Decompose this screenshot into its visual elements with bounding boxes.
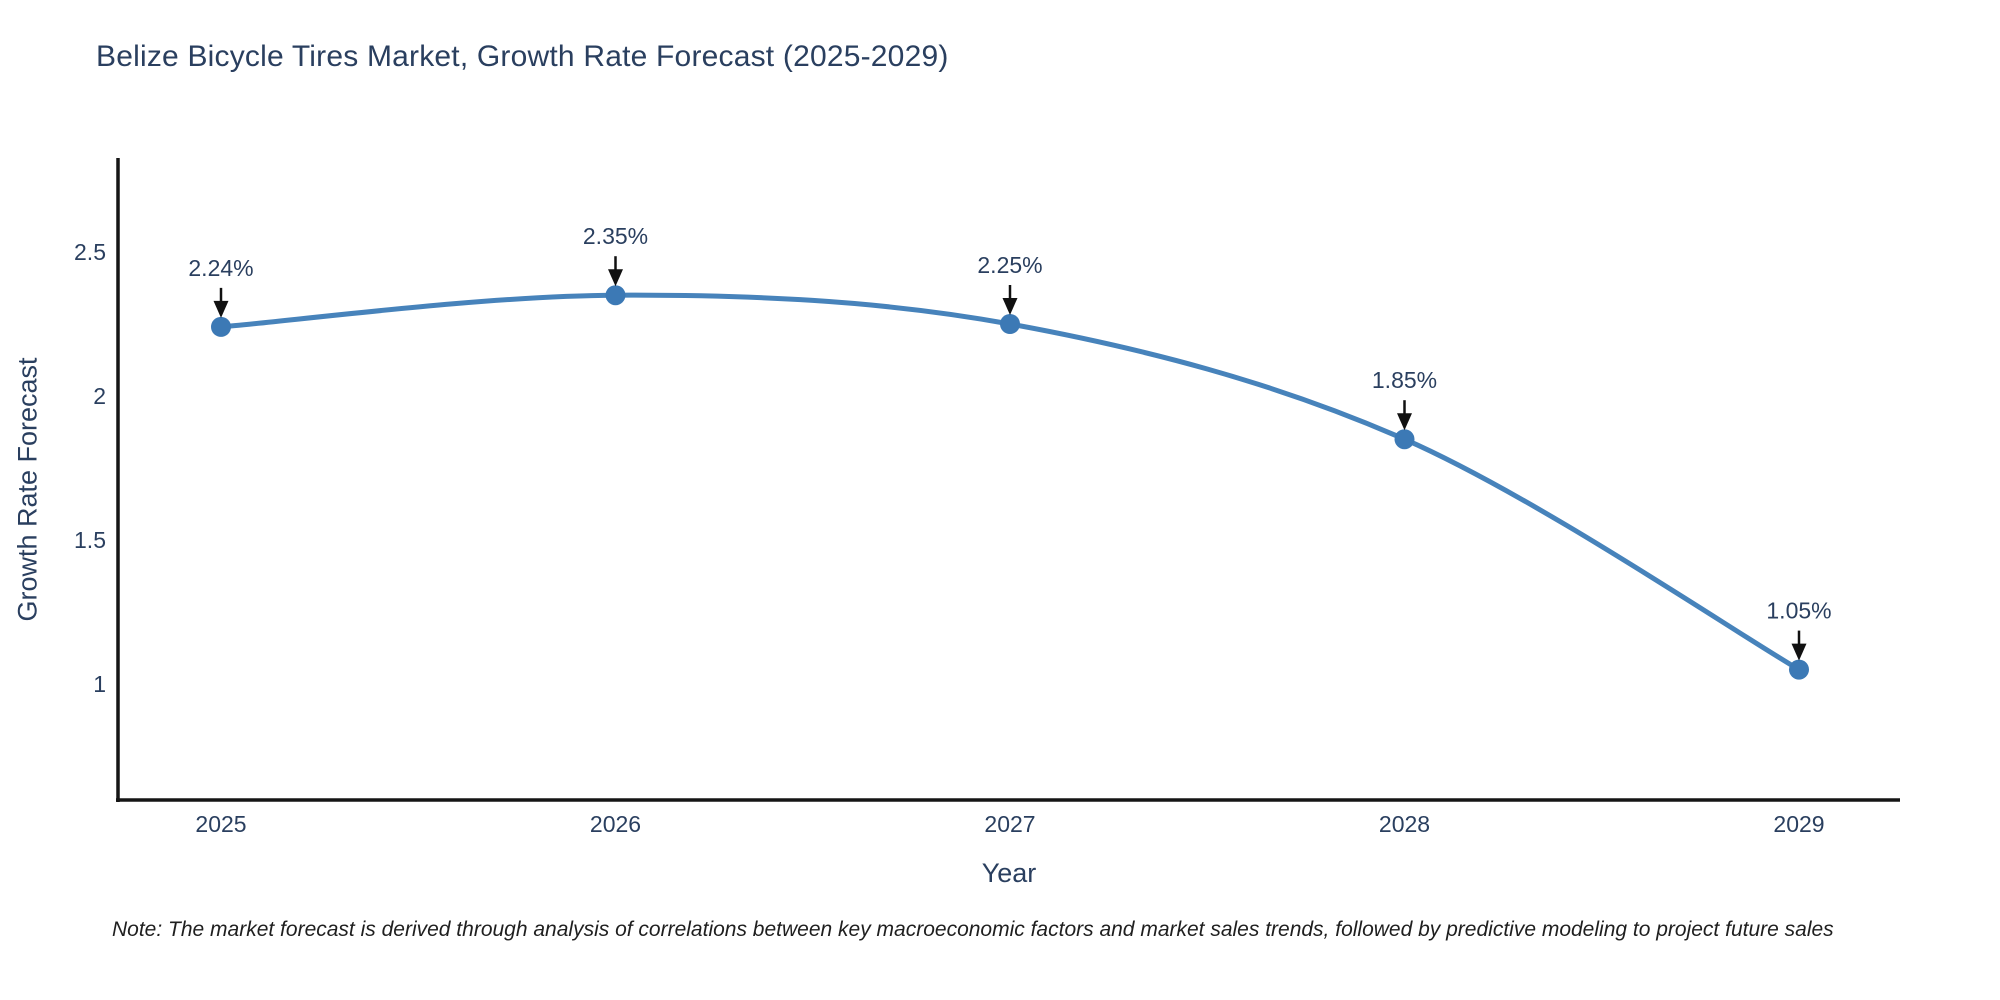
annotation-arrow-head bbox=[608, 269, 623, 287]
y-tick-label: 1.5 bbox=[74, 527, 106, 553]
tick-labels: 1 1.5 2 2.5 2025 2026 2027 2028 2029 bbox=[74, 239, 1825, 837]
point-label: 1.05% bbox=[1766, 598, 1831, 624]
x-tick-label: 2028 bbox=[1379, 811, 1430, 837]
y-axis-title: Growth Rate Forecast bbox=[12, 357, 43, 622]
data-point-marker bbox=[1789, 659, 1809, 680]
y-tick-label: 1 bbox=[93, 671, 106, 697]
axes bbox=[116, 158, 1900, 802]
annotation-arrow-head bbox=[1397, 413, 1412, 431]
point-label: 2.35% bbox=[583, 223, 648, 249]
growth-rate-line bbox=[218, 292, 1802, 673]
x-tick-label: 2027 bbox=[984, 811, 1035, 837]
data-point-marker bbox=[1000, 314, 1020, 334]
series-growth-rate bbox=[211, 285, 1809, 680]
data-point-marker bbox=[1394, 429, 1415, 450]
annotation-arrow-head bbox=[213, 300, 229, 318]
point-label: 1.85% bbox=[1372, 367, 1437, 393]
annotation-arrow-head bbox=[1002, 298, 1018, 315]
footnote: Note: The market forecast is derived thr… bbox=[112, 918, 1834, 941]
annotation-arrow-head bbox=[1791, 643, 1807, 661]
y-tick-label: 2.5 bbox=[74, 239, 106, 265]
x-tick-label: 2025 bbox=[195, 811, 246, 837]
point-label: 2.25% bbox=[977, 252, 1042, 278]
x-tick-label: 2026 bbox=[590, 811, 641, 837]
x-tick-label: 2029 bbox=[1773, 811, 1824, 837]
data-point-marker bbox=[605, 285, 626, 306]
chart-title: Belize Bicycle Tires Market, Growth Rate… bbox=[96, 40, 949, 73]
x-axis-title: Year bbox=[981, 858, 1037, 888]
y-tick-label: 2 bbox=[93, 383, 106, 409]
point-label: 2.24% bbox=[188, 255, 253, 281]
data-point-marker bbox=[211, 316, 231, 337]
point-annotations: 2.24% 2.35% 2.25% 1.85% 1.05% bbox=[188, 223, 1832, 661]
